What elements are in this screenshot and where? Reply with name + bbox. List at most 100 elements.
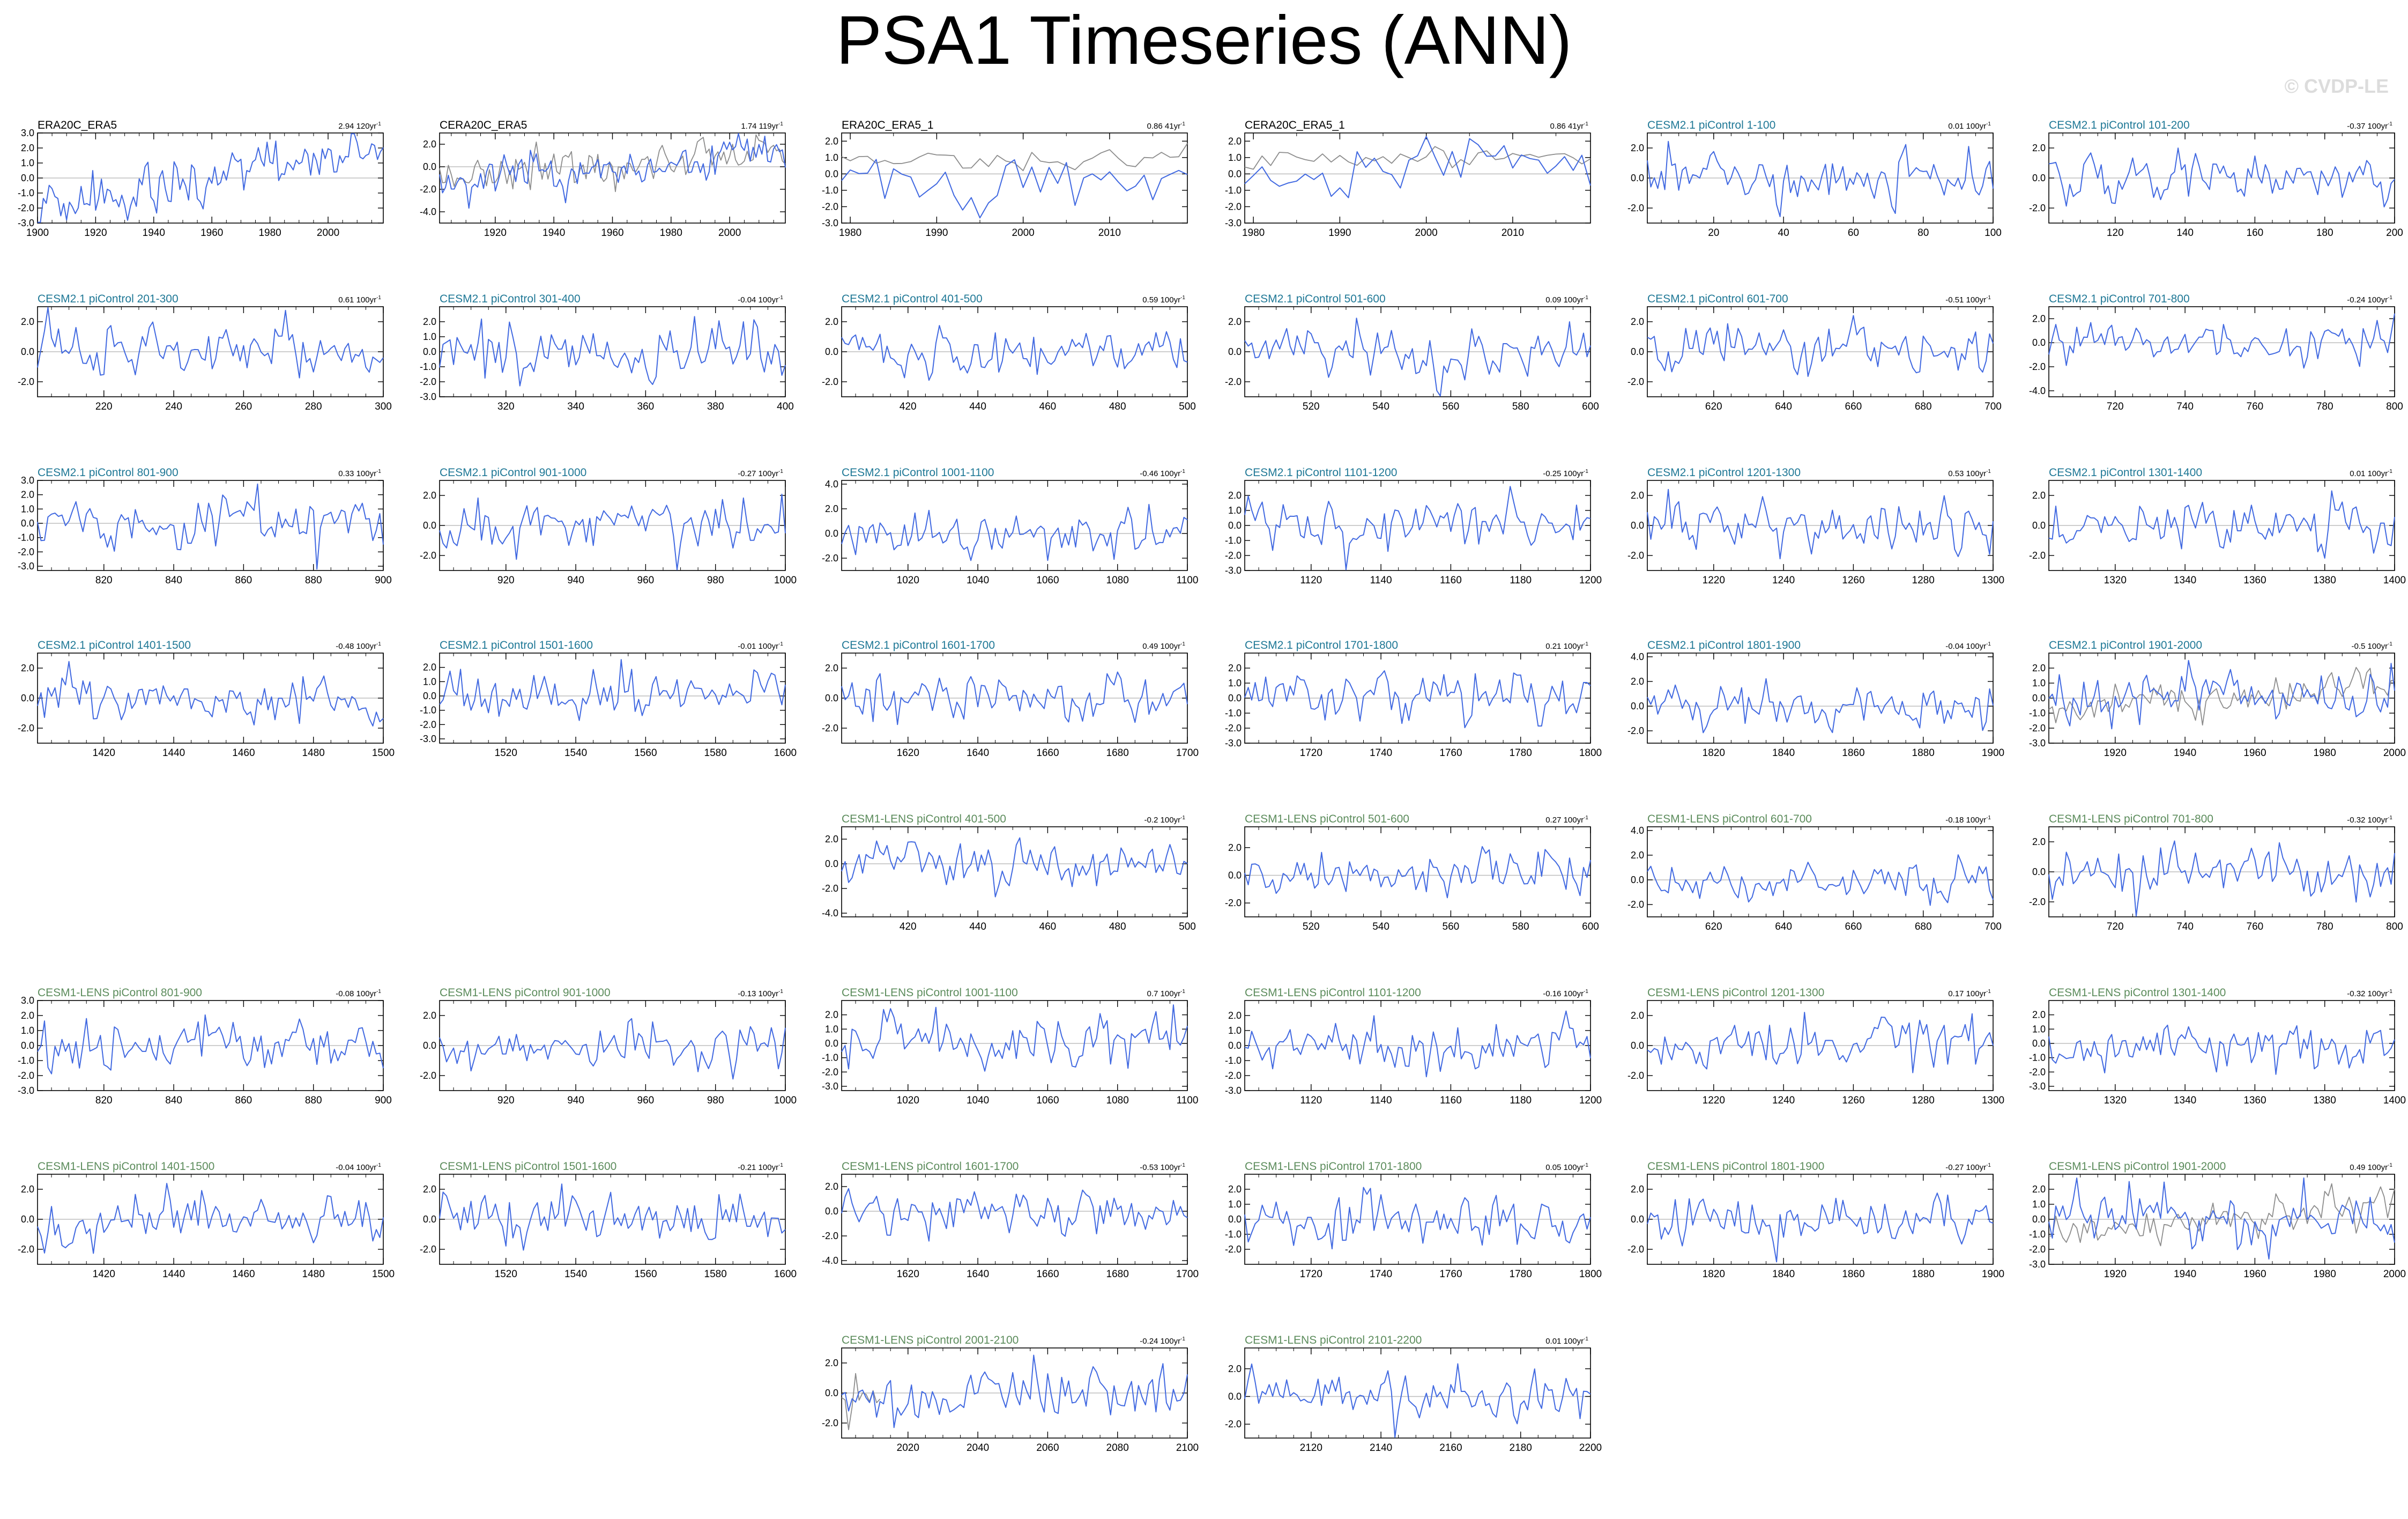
y-tick-label: 4.0 <box>825 479 838 490</box>
x-tick-label: 1440 <box>162 1269 185 1280</box>
y-tick-label: -2.0 <box>420 1244 436 1255</box>
panel-trend-label: -0.25 100yr-1 <box>1543 469 1588 478</box>
x-tick-label: 1540 <box>564 747 587 759</box>
x-tick-label: 420 <box>900 401 917 412</box>
panel-title: CESM2.1 piControl 1201-1300 <box>1647 466 1801 479</box>
y-tick-label: -2.0 <box>420 550 436 561</box>
panel-trend-label: -0.37 100yr-1 <box>2347 121 2392 131</box>
x-tick-label: 440 <box>969 921 986 932</box>
y-tick-label: 3.0 <box>21 475 34 486</box>
y-tick-label: 0.0 <box>1228 1214 1242 1225</box>
x-tick-label: 460 <box>1039 921 1057 932</box>
y-tick-label: 2.0 <box>1228 663 1242 673</box>
y-tick-label: -2.0 <box>822 883 838 894</box>
y-tick-label: 0.0 <box>1228 346 1242 357</box>
y-tick-label: -2.0 <box>420 184 436 195</box>
model-series-line <box>1647 678 1994 733</box>
x-tick-label: 820 <box>95 575 113 586</box>
x-tick-label: 680 <box>1915 921 1932 932</box>
y-tick-label: 2.0 <box>825 316 838 327</box>
x-tick-label: 620 <box>1705 921 1722 932</box>
x-tick-label: 740 <box>2176 921 2194 932</box>
y-tick-label: 2.0 <box>423 139 436 150</box>
x-tick-label: 1860 <box>1842 1269 1864 1280</box>
panel-trend-label: -0.01 100yr-1 <box>738 641 783 651</box>
x-tick-label: 1440 <box>162 747 185 759</box>
x-tick-label: 1120 <box>1300 1095 1322 1106</box>
y-tick-label: -1.0 <box>18 532 34 543</box>
y-tick-label: 0.0 <box>1631 1040 1644 1051</box>
x-tick-label: 940 <box>567 575 584 586</box>
x-tick-label: 1480 <box>302 1269 325 1280</box>
chart-panel: CESM2.1 piControl 701-800 -0.24 100yr-1 72… <box>2029 293 2403 412</box>
chart-panel: CESM2.1 piControl 1101-1200 -0.25 100yr-1… <box>1225 466 1602 586</box>
x-tick-label: 1960 <box>200 227 223 239</box>
model-series-line <box>2048 660 2395 730</box>
x-tick-label: 1320 <box>2104 1095 2127 1106</box>
model-series-line <box>2048 1177 2395 1260</box>
x-tick-label: 120 <box>2107 227 2124 239</box>
panel-trend-label: -0.2 100yr-1 <box>1144 815 1186 825</box>
chart-panel: CESM2.1 piControl 401-500 0.59 100yr-1 420… <box>822 293 1196 412</box>
panel-title: ERA20C_ERA5_1 <box>842 119 934 131</box>
x-tick-label: 1300 <box>1982 575 2004 586</box>
x-tick-label: 1460 <box>232 1269 255 1280</box>
x-tick-label: 2020 <box>897 1442 919 1454</box>
x-tick-label: 1260 <box>1842 1095 1864 1106</box>
x-tick-label: 2000 <box>1012 227 1034 239</box>
y-tick-label: 0.0 <box>21 173 34 183</box>
y-tick-label: -2.0 <box>18 203 34 213</box>
y-tick-label: 0.0 <box>1631 173 1644 183</box>
plot-frame <box>841 132 1188 224</box>
x-tick-label: 760 <box>2247 921 2264 932</box>
y-tick-label: -2.0 <box>2029 1066 2046 1077</box>
y-tick-label: 2.0 <box>423 662 436 673</box>
chart-panel: CESM1-LENS piControl 1301-1400 -0.32 100y… <box>2029 987 2406 1106</box>
y-tick-label: -3.0 <box>2029 1081 2046 1092</box>
panel-trend-label: 0.59 100yr-1 <box>1142 295 1185 305</box>
panel-title: CESM1-LENS piControl 2001-2100 <box>842 1334 1019 1346</box>
chart-panel: CESM2.1 piControl 1701-1800 0.21 100yr-1 1… <box>1225 639 1602 759</box>
x-tick-label: 1920 <box>84 227 107 239</box>
y-tick-label: -2.0 <box>1627 376 1644 387</box>
y-tick-label: 2.0 <box>1631 490 1644 501</box>
x-tick-label: 340 <box>567 401 584 412</box>
model-series-line <box>841 159 1188 219</box>
x-tick-label: 220 <box>95 401 113 412</box>
panel-trend-label: 0.17 100yr-1 <box>1948 989 1991 998</box>
x-tick-label: 1240 <box>1772 1095 1795 1106</box>
y-tick-label: 2.0 <box>825 136 838 146</box>
x-tick-label: 2160 <box>1439 1442 1462 1454</box>
y-tick-label: 2.0 <box>21 316 34 327</box>
y-tick-label: 1.0 <box>21 158 34 168</box>
x-tick-label: 1540 <box>564 1269 587 1280</box>
model-series-line <box>1244 1363 1591 1438</box>
model-series-line <box>439 1183 786 1251</box>
x-tick-label: 420 <box>900 921 917 932</box>
y-tick-label: -3.0 <box>2029 1259 2046 1270</box>
model-series-line <box>439 316 786 387</box>
y-tick-label: -2.0 <box>2029 896 2046 907</box>
x-tick-label: 740 <box>2176 401 2194 412</box>
panel-title: ERA20C_ERA5 <box>38 119 117 131</box>
x-tick-label: 280 <box>305 401 322 412</box>
x-tick-label: 380 <box>707 401 724 412</box>
y-tick-label: 0.0 <box>825 1206 838 1217</box>
x-tick-label: 1700 <box>1176 747 1199 759</box>
panel-trend-label: -0.27 100yr-1 <box>1945 1162 1991 1172</box>
panel-trend-label: 0.21 100yr-1 <box>1545 641 1588 651</box>
chart-panel: CESM1-LENS piControl 801-900 -0.08 100yr-… <box>18 987 392 1106</box>
y-tick-label: 2.0 <box>423 1010 436 1021</box>
x-tick-label: 920 <box>497 1095 515 1106</box>
y-tick-label: 2.0 <box>1228 136 1242 146</box>
y-tick-label: 0.0 <box>2032 173 2046 183</box>
panel-trend-label: 0.27 100yr-1 <box>1545 815 1588 825</box>
x-tick-label: 2140 <box>1370 1442 1392 1454</box>
plot-frame <box>37 480 384 571</box>
x-tick-label: 1620 <box>897 747 919 759</box>
chart-panel: CESM2.1 piControl 1201-1300 0.53 100yr-1 1… <box>1627 466 2004 586</box>
chart-panel: CERA20C_ERA5 1.74 119yr-1 1920 1940 1960 1980… <box>420 119 786 239</box>
y-tick-label: -3.0 <box>1225 218 1242 228</box>
y-tick-label: 1.0 <box>825 152 838 163</box>
model-series-line <box>1244 1010 1591 1078</box>
